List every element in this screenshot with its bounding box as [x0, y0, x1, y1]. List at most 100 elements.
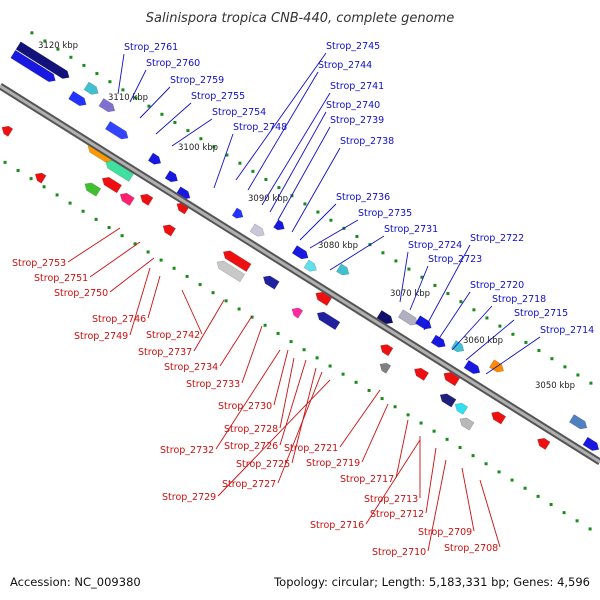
- tick-dot: [147, 104, 151, 108]
- forward-gene: [164, 170, 178, 183]
- tick-dot: [549, 503, 553, 507]
- tick-dot: [107, 226, 111, 230]
- tick-dot: [108, 80, 112, 84]
- forward-gene-label: Strop_2760: [146, 58, 200, 69]
- forward-gene-leader-line: [247, 71, 319, 191]
- forward-gene-label: Strop_2744: [318, 60, 372, 71]
- forward-gene-leader-line: [269, 111, 327, 213]
- tick-dot: [263, 323, 267, 327]
- tick-dot: [497, 470, 501, 474]
- tick-dot: [199, 137, 203, 141]
- forward-gene-label: Strop_2735: [358, 208, 412, 219]
- tick-dot: [393, 405, 397, 409]
- forward-gene-leader-line: [485, 336, 541, 375]
- tick-dot: [68, 201, 72, 205]
- forward-gene: [582, 436, 600, 451]
- reverse-gene-label: Strop_2734: [164, 362, 218, 373]
- tick-dot: [316, 210, 320, 214]
- reverse-gene-leader-line: [291, 367, 317, 464]
- forward-gene-label: Strop_2718: [492, 294, 546, 305]
- tick-dot: [81, 209, 85, 213]
- tick-dot: [380, 397, 384, 401]
- position-tick-label: 3070 kbp: [390, 289, 430, 299]
- forward-gene-label: Strop_2755: [191, 91, 245, 102]
- tick-dot: [367, 388, 371, 392]
- forward-gene: [147, 152, 162, 165]
- position-tick-label: 3120 kbp: [38, 41, 78, 51]
- forward-gene-leader-line: [155, 102, 192, 135]
- reverse-gene-label: Strop_2729: [162, 492, 216, 503]
- tick-dot: [328, 364, 332, 368]
- forward-gene-leader-line: [261, 92, 331, 206]
- tick-dot: [536, 494, 540, 498]
- tick-dot: [485, 316, 489, 320]
- tick-dot: [315, 356, 319, 360]
- tick-dot: [250, 315, 254, 319]
- reverse-gene-label: Strop_2753: [12, 258, 66, 269]
- tick-dot: [120, 234, 124, 238]
- position-tick-label: 3050 kbp: [535, 381, 575, 391]
- tick-dot: [524, 340, 528, 344]
- reverse-gene-label: Strop_2733: [186, 379, 240, 390]
- forward-gene-label: Strop_2740: [326, 100, 380, 111]
- reverse-gene-leader-line: [277, 371, 323, 484]
- tick-dot: [302, 348, 306, 352]
- tick-dot: [121, 88, 125, 92]
- reverse-gene: [459, 417, 475, 431]
- reverse-gene-leader-line: [67, 227, 121, 263]
- reverse-gene-leader-line: [89, 241, 141, 278]
- forward-gene-leader-line: [409, 265, 429, 311]
- tick-dot: [237, 307, 241, 311]
- position-ticks: 3120 kbp 3110 kbp 3100 kbp 3090 kbp 3080 kbp…: [38, 41, 575, 391]
- reverse-gene-leader-line: [273, 349, 289, 406]
- reverse-gene: [1, 125, 14, 137]
- reverse-gene-leader-line: [215, 349, 281, 450]
- forward-gene: [568, 414, 588, 430]
- position-tick-label: 3080 kbp: [318, 241, 358, 251]
- tick-dot: [355, 235, 359, 239]
- forward-gene-label: Strop_2720: [470, 280, 524, 291]
- tick-dot: [510, 478, 514, 482]
- tick-dot: [55, 193, 59, 197]
- reverse-gene-label: Strop_2727: [222, 479, 276, 490]
- tick-dot: [277, 186, 281, 190]
- reverse-gene-leader-line: [361, 403, 389, 463]
- map-title: Salinispora tropica CNB-440, complete ge…: [146, 11, 454, 26]
- reverse-gene: [315, 291, 333, 306]
- tick-dot: [498, 324, 502, 328]
- tick-dots: [3, 31, 593, 531]
- forward-gene-label: Strop_2748: [233, 122, 287, 133]
- tick-dot: [186, 129, 190, 133]
- forward-gene-label: Strop_2761: [124, 42, 178, 53]
- tick-dot: [276, 331, 280, 335]
- tick-dot: [432, 429, 436, 433]
- tick-dot: [238, 161, 242, 165]
- tick-dot: [537, 349, 541, 353]
- tick-dot: [69, 55, 73, 59]
- forward-gene-label: Strop_2754: [212, 107, 266, 118]
- reverse-gene: [454, 402, 469, 415]
- reverse-gene-leader-line: [427, 459, 447, 552]
- forward-gene-leader-line: [235, 52, 327, 181]
- reverse-gene-label: Strop_2716: [310, 520, 364, 531]
- tick-dot: [394, 259, 398, 263]
- tick-dot: [381, 251, 385, 255]
- reverse-gene-leader-line: [425, 447, 437, 514]
- reverse-gene-leader-line: [339, 389, 381, 448]
- tick-dot: [459, 300, 463, 304]
- tick-dot: [576, 373, 580, 377]
- tick-dot: [225, 153, 229, 157]
- tick-dot: [212, 145, 216, 149]
- tick-dot: [406, 413, 410, 417]
- reverse-gene: [380, 344, 394, 357]
- forward-gene-leader-line: [399, 251, 409, 303]
- reverse-gene-label: Strop_2751: [34, 273, 88, 284]
- reverse-gene-leader-line: [395, 419, 409, 479]
- reverse-gene-label: Strop_2725: [236, 459, 290, 470]
- tick-dot: [43, 39, 47, 43]
- tick-dot: [264, 177, 268, 181]
- reverse-gene-label: Strop_2726: [224, 441, 278, 452]
- forward-gene: [15, 41, 70, 79]
- tick-dot: [419, 421, 423, 425]
